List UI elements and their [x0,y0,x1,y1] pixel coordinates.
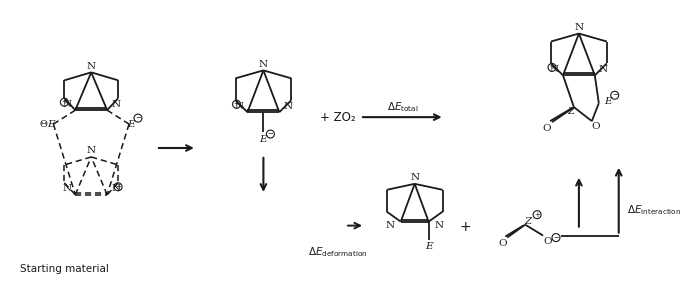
Text: Z: Z [567,107,574,116]
Text: −: − [611,92,618,98]
Text: N: N [62,184,71,193]
Text: Starting material: Starting material [20,264,108,275]
Text: N: N [550,65,559,74]
Text: +: + [459,220,471,234]
Text: O: O [543,124,551,133]
Text: $\Delta E_{\rm total}$: $\Delta E_{\rm total}$ [387,100,419,114]
Text: N: N [111,100,120,109]
Text: +: + [534,212,540,218]
Text: E: E [604,97,611,106]
Text: N: N [410,173,419,182]
Text: Z: Z [524,217,532,226]
Text: −: − [267,131,274,137]
Text: $\Delta E_{\rm interaction}$: $\Delta E_{\rm interaction}$ [627,203,681,217]
Text: N: N [87,62,96,71]
Text: O: O [591,122,600,131]
Text: N: N [574,23,584,32]
Text: N: N [435,221,444,230]
Text: E: E [260,134,267,144]
Text: +: + [234,101,239,107]
Text: O: O [544,237,552,246]
Text: N: N [111,184,120,193]
Text: +: + [549,64,555,70]
Text: N: N [386,221,395,230]
Text: O: O [498,239,507,248]
Text: N: N [259,60,268,69]
Text: +: + [115,184,121,190]
Text: +: + [61,99,67,105]
Text: E: E [425,242,433,251]
Text: + ZO₂: + ZO₂ [320,111,356,124]
Text: E: E [47,120,55,129]
Text: E: E [127,120,135,129]
Text: N: N [62,100,71,109]
Text: N: N [599,65,608,74]
Text: −: − [553,235,559,241]
Text: N: N [87,146,96,156]
Text: −: − [135,115,141,121]
Text: $\Delta E_{\rm deformation}$: $\Delta E_{\rm deformation}$ [309,246,368,259]
Text: N: N [235,102,244,111]
Text: Θ: Θ [40,120,47,129]
Text: N: N [283,102,292,111]
